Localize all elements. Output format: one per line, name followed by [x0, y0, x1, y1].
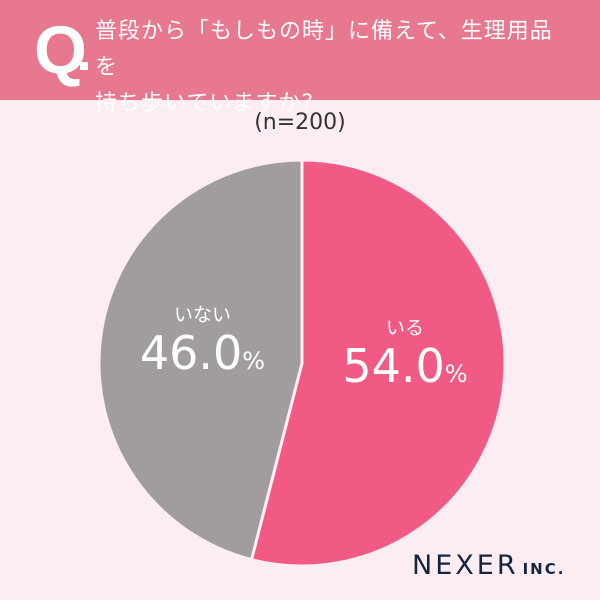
percent-sign: % — [242, 347, 266, 375]
nexer-logo: NEXER INC. — [412, 550, 565, 581]
pie-chart — [97, 158, 507, 568]
pie-slice-iru — [249, 158, 507, 568]
value-label: 46.0 — [139, 326, 243, 380]
label-iru: いる 54.0% — [330, 316, 480, 392]
value-label: 54.0 — [342, 339, 445, 393]
sample-size: (n=200) — [254, 110, 346, 135]
question-text: 普段から「もしもの時」に備えて、生理用品を 持ち歩いていますか? — [95, 14, 575, 122]
logo-main: NEXER — [412, 550, 519, 581]
category-label: いない — [173, 304, 231, 326]
percent-sign: % — [444, 360, 468, 388]
question-line-1: 普段から「もしもの時」に備えて、生理用品を — [95, 19, 553, 80]
category-label: いる — [385, 317, 424, 339]
question-line-2: 持ち歩いていますか? — [95, 91, 315, 116]
q-mark: Q — [34, 12, 87, 88]
question-header: Q 普段から「もしもの時」に備えて、生理用品を 持ち歩いていますか? — [0, 0, 600, 116]
label-inai: いない 46.0% — [125, 303, 280, 379]
q-dot — [80, 62, 88, 70]
logo-suffix: INC. — [522, 560, 566, 578]
pie-slice-inai — [97, 158, 304, 562]
